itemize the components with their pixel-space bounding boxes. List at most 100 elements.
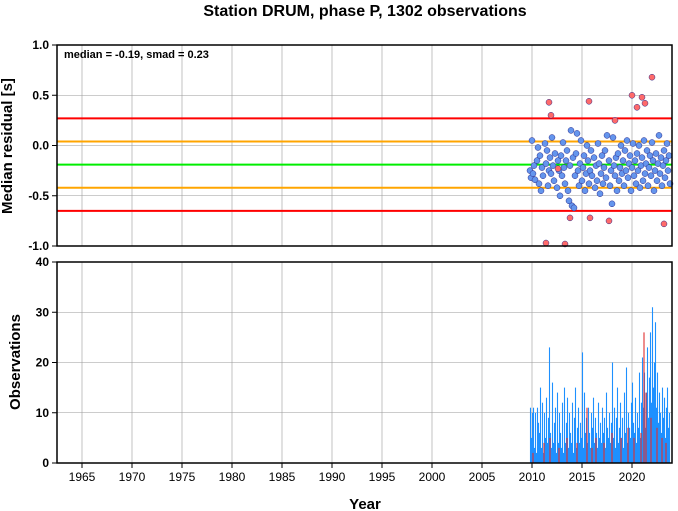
observations-y-tick-label: 10: [36, 406, 50, 420]
residual-point: [651, 167, 659, 174]
residual-y-tick-label: 0.5: [32, 88, 49, 102]
x-tick-label: 1970: [119, 470, 146, 484]
residual-point: [585, 98, 593, 105]
residual-point: [616, 164, 624, 171]
residual-point: [590, 154, 598, 161]
residual-point: [641, 170, 649, 177]
residual-point: [643, 147, 651, 154]
residual-point: [554, 165, 562, 172]
residual-point: [659, 162, 667, 169]
x-tick-label: 1965: [69, 470, 96, 484]
residual-point: [544, 182, 552, 189]
residual-point: [572, 150, 580, 157]
x-tick-label: 2000: [419, 470, 446, 484]
residual-point: [597, 170, 605, 177]
residual-point: [599, 180, 607, 187]
residual-point: [602, 174, 610, 181]
residual-point: [645, 164, 653, 171]
residual-point: [539, 172, 547, 179]
residual-point: [557, 152, 565, 159]
residual-point: [595, 160, 603, 167]
residual-point: [630, 172, 638, 179]
residual-point: [565, 197, 573, 205]
residual-point: [528, 137, 536, 144]
residual-point: [633, 104, 641, 111]
residual-point: [644, 182, 652, 189]
observations-y-tick-label: 0: [42, 456, 49, 470]
x-tick-label: 2020: [619, 470, 646, 484]
residual-point: [606, 182, 614, 189]
residual-point: [641, 100, 649, 107]
x-tick-label: 1975: [169, 470, 196, 484]
x-tick-label: 1995: [369, 470, 396, 484]
residual-point: [593, 177, 601, 184]
residual-point: [549, 162, 557, 169]
residual-point: [663, 140, 671, 147]
residual-panel: -1.0 -0.5 0.0 0.5 1.0 median = -0.19, smad =…: [0, 38, 674, 253]
residual-point: [638, 94, 646, 101]
residual-point: [559, 139, 567, 146]
residual-point: [554, 157, 562, 164]
residual-point: [594, 140, 602, 147]
residual-point: [615, 177, 623, 184]
residual-point: [534, 144, 542, 151]
residual-point: [578, 177, 586, 184]
residual-point: [547, 170, 555, 177]
x-tick-label: 2010: [519, 470, 546, 484]
residual-point: [605, 217, 613, 225]
residual-point: [626, 152, 634, 159]
residual-point: [596, 190, 604, 197]
residual-point: [586, 214, 594, 222]
residual-point: [647, 172, 655, 179]
residual-point: [608, 200, 616, 208]
residual-y-ticks: -1.0 -0.5 0.0 0.5 1.0: [28, 38, 57, 253]
residual-point: [563, 147, 571, 154]
residual-point: [624, 174, 632, 181]
residual-point: [584, 157, 592, 164]
figure-title: Station DRUM, phase P, 1302 observations: [203, 3, 526, 20]
residual-point: [622, 167, 630, 174]
residual-point: [571, 172, 579, 179]
residual-y-tick-label: -0.5: [28, 189, 49, 203]
residual-point: [561, 180, 569, 187]
residual-point: [577, 137, 585, 144]
residual-point: [648, 73, 656, 81]
residual-point: [542, 160, 550, 167]
residual-point: [598, 152, 606, 159]
residual-point: [530, 162, 538, 169]
residual-point: [648, 139, 656, 146]
residual-point: [652, 150, 660, 157]
residual-point: [660, 147, 668, 154]
residual-point: [611, 117, 619, 124]
residual-point: [664, 167, 672, 174]
residual-point: [574, 167, 582, 174]
residual-point: [657, 154, 665, 161]
x-tick-label: 1990: [319, 470, 346, 484]
residual-point: [655, 132, 663, 139]
residual-point: [591, 184, 599, 191]
residual-point: [542, 239, 550, 247]
residual-point: [564, 187, 572, 194]
observations-y-tick-label: 30: [36, 305, 50, 319]
residual-point: [613, 187, 621, 194]
residual-point: [634, 167, 642, 174]
residual-point: [536, 152, 544, 159]
residual-point: [658, 182, 666, 189]
residual-point: [607, 167, 615, 174]
residual-point: [619, 157, 627, 164]
year-x-ticks: 1965 1970 1975 1980 1985 1990 1995 2000 2005 2010…: [69, 463, 646, 484]
residual-point: [631, 157, 639, 164]
residual-point: [579, 164, 587, 171]
observation-bars: [529, 307, 671, 463]
residual-point: [583, 142, 591, 149]
residual-point: [611, 172, 619, 179]
residual-point: [601, 147, 609, 154]
residual-point: [638, 154, 646, 161]
residual-point: [547, 112, 555, 119]
x-tick-label: 2015: [569, 470, 596, 484]
residual-point: [573, 130, 581, 137]
residual-y-tick-label: -1.0: [28, 239, 49, 253]
observations-y-axis-label: Observations: [7, 314, 24, 410]
residual-point: [627, 187, 635, 194]
